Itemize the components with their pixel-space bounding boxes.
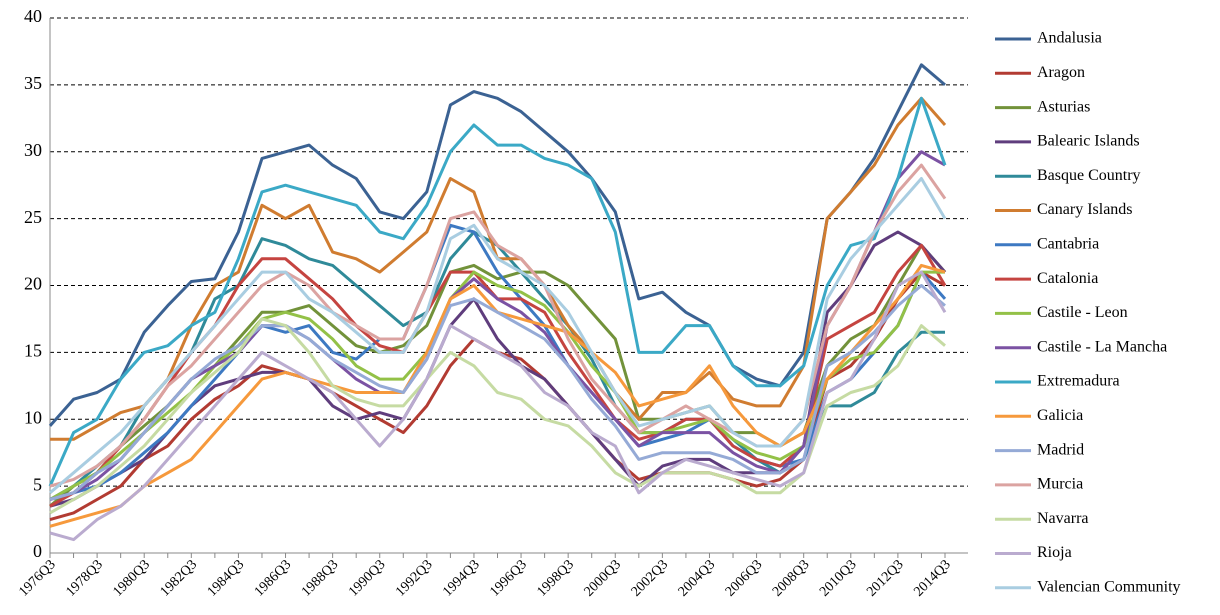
x-tick-label: 2006Q3 bbox=[723, 557, 766, 600]
y-tick-label: 10 bbox=[24, 407, 42, 427]
x-tick-label: 1980Q3 bbox=[111, 557, 154, 600]
legend-label: Basque Country bbox=[1037, 167, 1141, 184]
x-tick-label: 2002Q3 bbox=[629, 557, 672, 600]
legend-label: Murcia bbox=[1037, 476, 1083, 493]
x-tick-label: 1978Q3 bbox=[63, 557, 106, 600]
x-tick-label: 1984Q3 bbox=[205, 557, 248, 600]
x-tick-label: 1988Q3 bbox=[299, 557, 342, 600]
series-line bbox=[49, 270, 945, 501]
legend-label: Rioja bbox=[1037, 544, 1072, 561]
series-line bbox=[49, 317, 946, 515]
x-tick-label: 1982Q3 bbox=[158, 557, 201, 600]
legend-label: Madrid bbox=[1037, 441, 1084, 458]
legend-label: Valencian Community bbox=[1037, 578, 1181, 595]
x-tick-label: 2008Q3 bbox=[770, 557, 813, 600]
legend-label: Cantabria bbox=[1037, 235, 1099, 252]
y-tick-label: 40 bbox=[24, 6, 42, 26]
x-tick-label: 1992Q3 bbox=[393, 557, 436, 600]
legend-label: Castile - Leon bbox=[1037, 304, 1128, 321]
x-tick-label: 1998Q3 bbox=[534, 557, 577, 600]
series-line bbox=[48, 96, 947, 487]
series-line bbox=[49, 177, 947, 494]
series-line bbox=[49, 150, 946, 501]
y-tick-label: 35 bbox=[24, 73, 42, 93]
legend-label: Castile - La Mancha bbox=[1037, 338, 1167, 355]
x-tick-label: 2000Q3 bbox=[582, 557, 625, 600]
y-tick-label: 0 bbox=[33, 541, 42, 561]
legend-label: Galicia bbox=[1037, 407, 1083, 424]
legend-label: Balearic Islands bbox=[1037, 133, 1140, 150]
x-tick-label: 1996Q3 bbox=[487, 557, 530, 600]
x-tick-label: 1976Q3 bbox=[16, 557, 59, 600]
x-tick-label: 1986Q3 bbox=[252, 557, 295, 600]
y-tick-label: 5 bbox=[33, 474, 42, 494]
series-line bbox=[48, 63, 946, 427]
legend-label: Navarra bbox=[1037, 510, 1089, 527]
legend-label: Catalonia bbox=[1037, 270, 1098, 287]
y-tick-label: 25 bbox=[24, 207, 42, 227]
y-tick-label: 20 bbox=[24, 274, 42, 294]
series-line bbox=[49, 223, 947, 501]
x-tick-label: 1990Q3 bbox=[346, 557, 389, 600]
x-tick-label: 2004Q3 bbox=[676, 557, 719, 600]
series-line bbox=[49, 284, 946, 501]
x-tick-label: 2014Q3 bbox=[911, 557, 954, 600]
x-tick-label: 2012Q3 bbox=[864, 557, 907, 600]
y-tick-label: 15 bbox=[24, 341, 42, 361]
legend-label: Andalusia bbox=[1037, 30, 1102, 47]
y-tick-label: 30 bbox=[24, 140, 42, 160]
legend-label: Canary Islands bbox=[1037, 201, 1133, 218]
series-line bbox=[49, 270, 947, 542]
legend-label: Aragon bbox=[1037, 64, 1085, 81]
x-tick-label: 2010Q3 bbox=[817, 557, 860, 600]
legend-label: Extremadura bbox=[1037, 373, 1120, 390]
legend-label: Asturias bbox=[1037, 98, 1090, 115]
x-tick-label: 1994Q3 bbox=[440, 557, 483, 600]
